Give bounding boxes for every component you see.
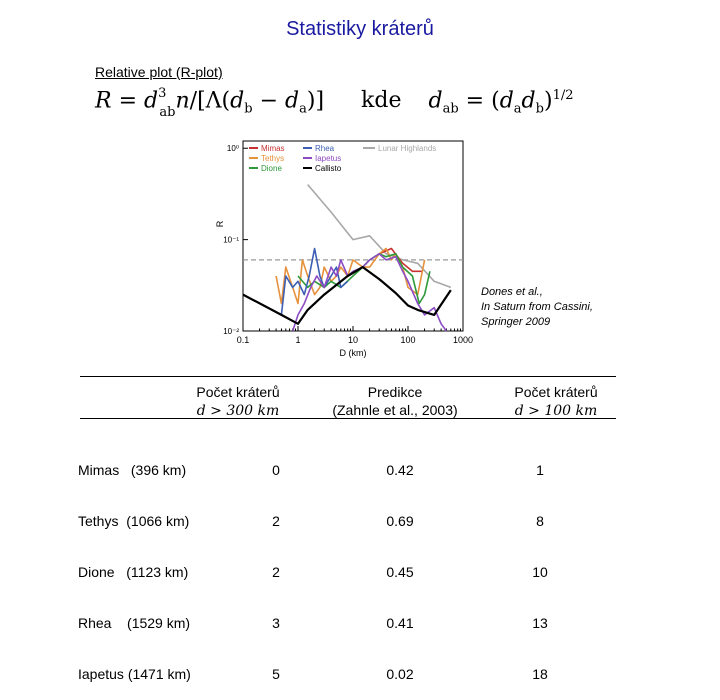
table-cell: 8 [536,513,544,529]
x-axis-label: D (km) [340,348,367,358]
table-cell: 1 [536,462,544,478]
citation: Dones et al., In Saturn from Cassini, Sp… [481,286,593,328]
y-tick-label: 10⁰ [227,144,239,153]
series-rhea [280,247,349,315]
col-header-count-100: Počet kráterů d > 100 km [514,384,598,419]
slide-title: Statistiky kráterů [286,18,434,40]
table-cell: Tethys (1066 km) [78,513,190,529]
table-cell: 13 [532,615,548,631]
table-header-rule [80,418,616,419]
x-tick-label: 1000 [453,335,473,345]
x-tick-label: 100 [400,335,415,345]
table-cell: 10 [532,564,548,580]
x-tick-label: 0.1 [237,335,250,345]
y-tick-label: 10⁻² [223,327,239,336]
table-cell: 0.41 [386,615,414,631]
y-tick-label: 10⁻¹ [223,236,239,245]
legend-label: Mimas [261,144,285,153]
prediction-column: 0.42 0.69 0.45 0.41 0.02 [370,428,430,700]
x-tick-label: 10 [348,335,358,345]
col-header-prediction: Predikce (Zahnle et al., 2003) [332,384,458,418]
crater-r-plot: 0.1 1 10 100 1000 10⁰ 10⁻¹ 10⁻² D (km) R MimasTeth… [215,140,473,358]
legend-label: Dione [261,164,282,173]
count100-column: 1 8 10 13 18 [520,428,560,700]
legend-label: Lunar Highlands [378,144,436,153]
table-cell: 0.02 [386,666,414,682]
plot-frame [242,140,464,332]
legend-label: Rhea [315,144,335,153]
table-cell: 2 [272,564,280,580]
moon-column: Mimas (396 km) Tethys (1066 km) Dione (1… [78,428,191,700]
table-cell: 5 [272,666,280,682]
table-cell: 2 [272,513,280,529]
table-cell: 0.45 [386,564,414,580]
legend-label: Callisto [315,164,342,173]
legend-label: Iapetus [315,154,341,163]
table-cell: Mimas (396 km) [78,462,187,478]
table-cell: 3 [272,615,280,631]
series-callisto [242,266,452,325]
table-cell: 0.42 [386,462,414,478]
table-top-rule [80,376,616,377]
r-plot-formula: R = d3abn/[Λ(db − da)] kde dab = (dadb)1… [95,86,574,120]
count300-column: 0 2 2 3 5 [256,428,296,700]
col-header-count-300: Počet kráterů d > 300 km [196,384,280,419]
table-cell: Rhea (1529 km) [78,615,191,631]
table-cell: 0.69 [386,513,414,529]
x-tick-label: 1 [295,335,300,345]
table-cell: Dione (1123 km) [78,564,189,580]
subtitle: Relative plot (R-plot) [95,64,223,80]
table-cell: 18 [532,666,548,682]
legend-label: Tethys [261,154,284,163]
y-axis-label: R [215,220,225,227]
table-cell: 0 [272,462,280,478]
table-cell: Iapetus (1471 km) [78,666,191,682]
